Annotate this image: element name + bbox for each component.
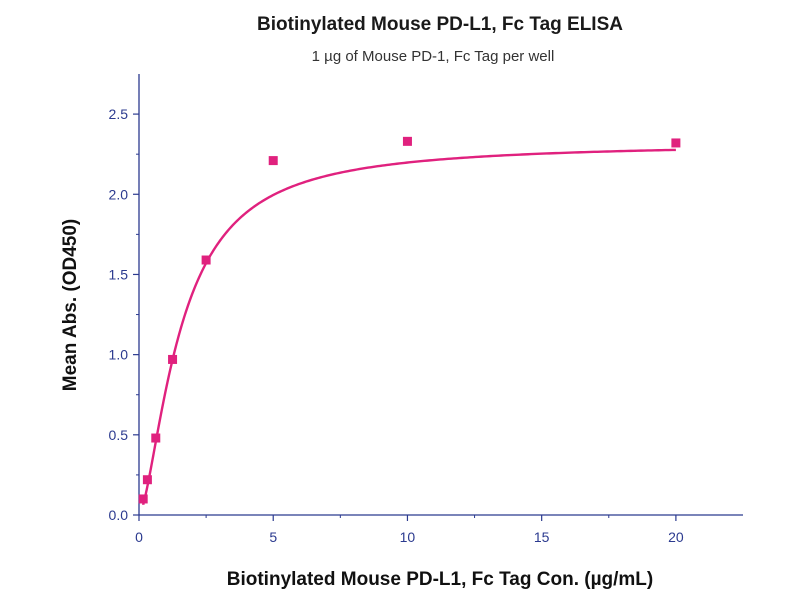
y-tick-label: 2.5 — [109, 106, 129, 122]
y-tick-label: 1.5 — [109, 266, 129, 282]
data-point — [151, 433, 161, 443]
x-tick-label: 15 — [534, 529, 550, 545]
ticks: 0.0 0.5 1.0 1.5 2.0 2.5 0 5 10 15 20 — [109, 106, 684, 545]
x-tick-label: 0 — [135, 529, 143, 545]
data-point — [671, 138, 681, 148]
data-point — [402, 136, 412, 146]
x-tick-label: 20 — [668, 529, 684, 545]
x-tick-label: 10 — [400, 529, 416, 545]
y-axis-label: Mean Abs. (OD450) — [60, 219, 81, 391]
y-tick-label: 1.0 — [109, 347, 129, 363]
x-tick-label: 5 — [269, 529, 277, 545]
data-point — [138, 494, 148, 504]
fit-curve-layer — [141, 148, 676, 506]
data-point — [201, 255, 211, 265]
chart-subtitle: 1 µg of Mouse PD-1, Fc Tag per well — [312, 48, 555, 65]
x-axis-label: Biotinylated Mouse PD-L1, Fc Tag Con. (µ… — [227, 569, 654, 590]
fit-curve — [141, 148, 676, 506]
chart-title: Biotinylated Mouse PD-L1, Fc Tag ELISA — [257, 14, 623, 35]
data-point — [268, 156, 278, 166]
y-tick-label: 0.0 — [109, 507, 129, 523]
y-tick-label: 0.5 — [109, 427, 129, 443]
axes — [138, 74, 743, 516]
data-point — [142, 475, 152, 485]
data-points — [138, 136, 681, 504]
data-point — [168, 354, 178, 364]
y-tick-label: 2.0 — [109, 186, 129, 202]
